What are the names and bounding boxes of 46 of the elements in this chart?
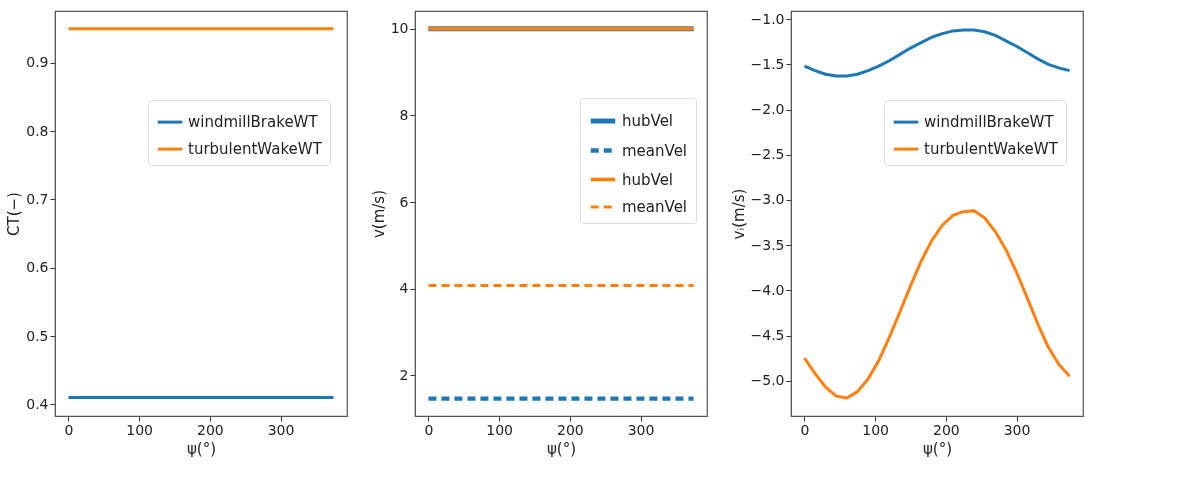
x-tick-label: 0 <box>64 421 74 438</box>
y-tick-label: −1.5 <box>750 55 785 72</box>
x-tick-label: 300 <box>627 421 655 438</box>
y-axis-title: vᵢ(m/s) <box>729 188 748 240</box>
y-tick-label: 0.7 <box>26 191 49 207</box>
legend-label: meanVel <box>622 141 688 160</box>
legend-label: windmillBrakeWT <box>924 113 1055 132</box>
x-tick-label: 100 <box>486 421 513 438</box>
legend-label: hubVel <box>622 170 674 189</box>
x-tick-label: 300 <box>1003 421 1031 438</box>
y-tick-label: −3.5 <box>750 236 785 253</box>
x-tick-label: 200 <box>556 421 584 438</box>
x-axis-title: ψ(°) <box>186 439 217 458</box>
legend-label: hubVel <box>622 112 674 130</box>
y-tick-label: −4.5 <box>750 327 785 344</box>
x-axis-title: ψ(°) <box>922 439 953 458</box>
y-tick-label: 8 <box>399 106 409 123</box>
legend-label: meanVel <box>622 198 688 216</box>
y-tick-label: 0.8 <box>26 122 49 139</box>
x-tick-label: 200 <box>196 421 224 438</box>
y-tick-label: 0.5 <box>26 327 49 344</box>
x-tick-label: 200 <box>932 421 960 438</box>
y-tick-label: 0.4 <box>26 395 49 412</box>
x-tick-label: 0 <box>800 421 810 438</box>
y-tick-label: 6 <box>399 193 409 210</box>
x-axis-title: ψ(°) <box>546 439 577 458</box>
x-tick-label: 0 <box>424 421 434 438</box>
x-tick-label: 300 <box>267 421 295 438</box>
y-tick-label: −5.0 <box>750 372 785 389</box>
y-tick-label: −1.0 <box>750 10 785 27</box>
y-tick-label: −2.5 <box>750 146 785 163</box>
y-tick-label: 2 <box>399 366 409 383</box>
y-tick-label: −2.0 <box>750 101 785 118</box>
y-tick-label: 4 <box>399 280 409 297</box>
legend-label: turbulentWakeWT <box>188 140 323 159</box>
y-tick-label: −3.0 <box>750 191 785 208</box>
y-tick-label: 10 <box>390 20 409 37</box>
y-axis-title: CT(−) <box>5 192 24 236</box>
x-tick-label: 100 <box>126 421 153 438</box>
y-tick-label: 0.9 <box>26 54 49 71</box>
y-tick-label: −4.0 <box>750 281 785 298</box>
y-tick-label: 0.6 <box>26 259 49 276</box>
y-axis-title: v(m/s) <box>369 189 388 239</box>
x-tick-label: 100 <box>862 421 889 438</box>
legend-label: windmillBrakeWT <box>188 113 319 132</box>
legend-label: turbulentWakeWT <box>924 140 1059 159</box>
